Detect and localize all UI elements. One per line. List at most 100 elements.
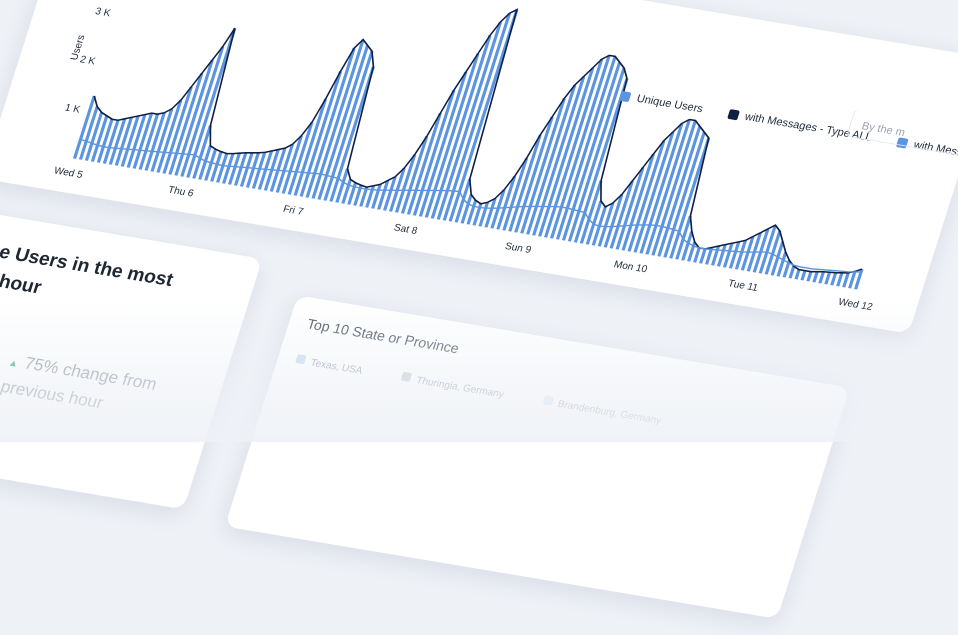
chart-bar[interactable] bbox=[627, 140, 666, 252]
chart-bar[interactable] bbox=[728, 241, 741, 269]
chart-bar[interactable] bbox=[84, 112, 104, 161]
chart-bar[interactable] bbox=[764, 230, 782, 275]
chart-bar[interactable] bbox=[794, 269, 801, 280]
chart-bar[interactable] bbox=[233, 152, 248, 186]
chart-bar[interactable] bbox=[657, 126, 702, 257]
chart-bar[interactable] bbox=[502, 157, 529, 231]
chart-bar[interactable] bbox=[675, 215, 692, 260]
chart-bar[interactable] bbox=[585, 200, 603, 245]
chart-bar[interactable] bbox=[126, 114, 147, 168]
chart-bar[interactable] bbox=[770, 241, 785, 276]
chart-bar[interactable] bbox=[132, 112, 154, 169]
chart-bar[interactable] bbox=[681, 231, 694, 261]
chart-bar[interactable] bbox=[609, 180, 634, 249]
chart-bar[interactable] bbox=[782, 260, 791, 278]
chart-bar[interactable] bbox=[204, 148, 218, 181]
top10-legend-item[interactable]: Thuringia, Germany bbox=[400, 371, 506, 400]
chart-bar[interactable] bbox=[168, 73, 204, 175]
chart-bar[interactable] bbox=[645, 119, 691, 255]
chart-bar[interactable] bbox=[222, 153, 235, 184]
chart-bar[interactable] bbox=[663, 131, 706, 258]
chart-bar[interactable] bbox=[299, 71, 343, 197]
chart-bar[interactable] bbox=[400, 136, 429, 214]
chart-bar[interactable] bbox=[275, 144, 294, 193]
chart-bar[interactable] bbox=[776, 251, 788, 277]
chart-bar[interactable] bbox=[108, 118, 127, 165]
chart-bar[interactable] bbox=[377, 180, 390, 210]
chart-bar[interactable] bbox=[633, 131, 675, 253]
chart-bar[interactable] bbox=[281, 135, 303, 194]
chart-bar[interactable] bbox=[317, 45, 370, 200]
chart-bar[interactable] bbox=[78, 106, 99, 160]
chart-bar[interactable] bbox=[186, 27, 237, 178]
chart-bar[interactable] bbox=[520, 98, 566, 234]
chart-bar[interactable] bbox=[174, 59, 214, 176]
chart-bar[interactable] bbox=[323, 50, 374, 201]
chart-bar[interactable] bbox=[621, 153, 655, 251]
chart-bar[interactable] bbox=[353, 184, 363, 206]
chart-bar[interactable] bbox=[287, 121, 314, 195]
chart-bar[interactable] bbox=[96, 118, 114, 163]
chart-bar[interactable] bbox=[406, 113, 442, 215]
chart-bar[interactable] bbox=[722, 242, 734, 268]
chart-bar[interactable] bbox=[418, 71, 468, 217]
chart-bar[interactable] bbox=[615, 167, 645, 250]
chart-bar[interactable] bbox=[120, 115, 140, 167]
top10-legend-item[interactable]: Brandenburg, Germany bbox=[541, 395, 663, 427]
chart-bar[interactable] bbox=[227, 152, 241, 185]
chart-bar[interactable] bbox=[293, 98, 328, 196]
chart-bar[interactable] bbox=[162, 86, 193, 174]
chart-bar[interactable] bbox=[496, 176, 517, 230]
chart-bar[interactable] bbox=[800, 270, 807, 281]
chart-bar[interactable] bbox=[854, 268, 864, 290]
chart-bar[interactable] bbox=[436, 21, 503, 220]
chart-bar[interactable] bbox=[394, 154, 417, 213]
chart-bar[interactable] bbox=[824, 271, 832, 285]
chart-bar[interactable] bbox=[412, 89, 456, 216]
chart-bar[interactable] bbox=[514, 116, 554, 233]
chart-bar[interactable] bbox=[210, 151, 223, 182]
chart-bar[interactable] bbox=[472, 203, 483, 226]
chart-bar[interactable] bbox=[734, 240, 748, 270]
chart-bar[interactable] bbox=[561, 61, 622, 241]
chart-bar[interactable] bbox=[830, 272, 838, 286]
chart-bar[interactable] bbox=[335, 168, 350, 203]
chart-bar[interactable] bbox=[693, 247, 701, 263]
chart-bar[interactable] bbox=[245, 152, 260, 188]
chart-bar[interactable] bbox=[538, 67, 595, 237]
chart-bar[interactable] bbox=[311, 39, 365, 199]
chart-bar[interactable] bbox=[704, 247, 714, 265]
chart-bar[interactable] bbox=[442, 13, 512, 221]
chart-bar[interactable] bbox=[156, 100, 183, 173]
chart-bar[interactable] bbox=[138, 113, 160, 170]
chart-bar[interactable] bbox=[150, 108, 174, 172]
chart-bar[interactable] bbox=[836, 272, 844, 287]
chart-bar[interactable] bbox=[806, 271, 813, 282]
chart-bar[interactable] bbox=[102, 119, 120, 164]
chart-bar[interactable] bbox=[329, 66, 375, 202]
chart-bar[interactable] bbox=[192, 125, 213, 179]
chart-bar[interactable] bbox=[555, 56, 617, 240]
chart-bar[interactable] bbox=[448, 9, 519, 222]
chart-bar[interactable] bbox=[305, 47, 356, 198]
chart-bar[interactable] bbox=[383, 176, 397, 211]
chart-bar[interactable] bbox=[144, 112, 166, 171]
chart-bar[interactable] bbox=[490, 189, 506, 229]
chart-bar[interactable] bbox=[216, 153, 229, 183]
chart-bar[interactable] bbox=[848, 271, 857, 289]
chart-bar[interactable] bbox=[239, 152, 254, 187]
chart-bar[interactable] bbox=[639, 123, 684, 254]
chart-bar[interactable] bbox=[460, 194, 473, 224]
chart-bar[interactable] bbox=[788, 266, 796, 279]
chart-bar[interactable] bbox=[567, 67, 626, 242]
chart-bar[interactable] bbox=[532, 76, 586, 236]
chart-bar[interactable] bbox=[257, 150, 274, 190]
chart-bar[interactable] bbox=[526, 84, 577, 235]
chart-bar[interactable] bbox=[603, 194, 624, 248]
chart-bar[interactable] bbox=[752, 228, 770, 273]
chart-bar[interactable] bbox=[818, 271, 826, 284]
chart-bar[interactable] bbox=[424, 53, 480, 218]
chart-bar[interactable] bbox=[359, 186, 369, 207]
chart-bar[interactable] bbox=[544, 58, 604, 238]
chart-bar[interactable] bbox=[114, 117, 133, 166]
